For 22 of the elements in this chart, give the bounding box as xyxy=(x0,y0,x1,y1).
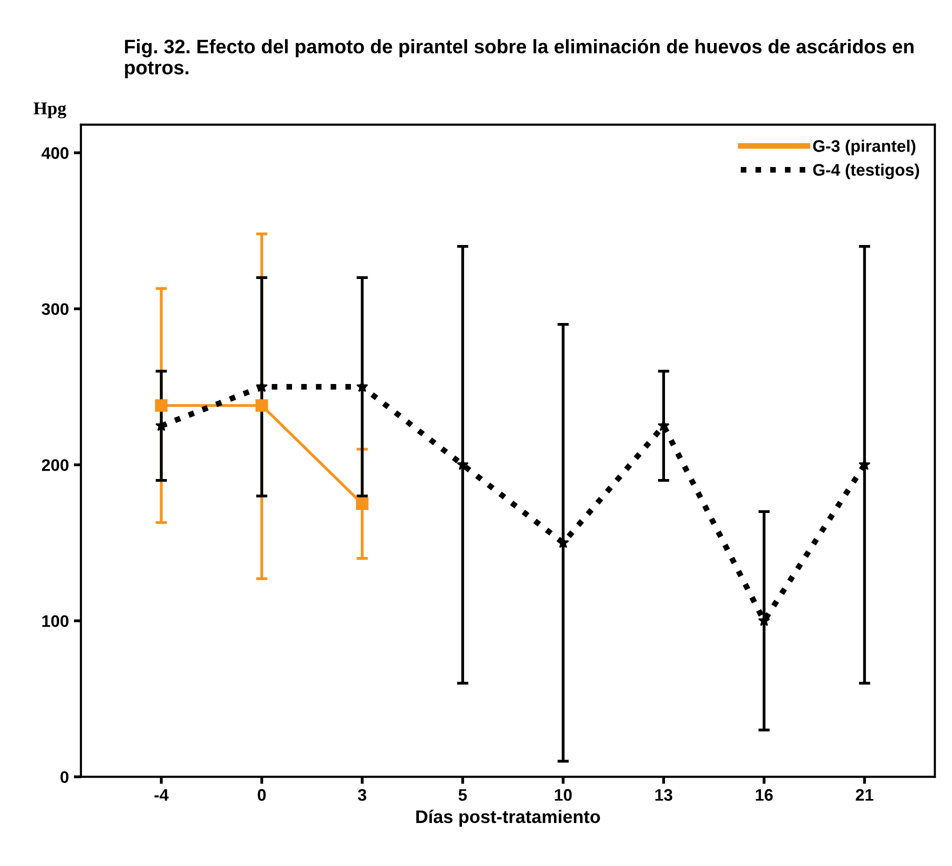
x-tick-label: 0 xyxy=(258,789,266,801)
x-tick-label: -4 xyxy=(154,789,169,801)
y-tick-label: 0 xyxy=(60,771,68,784)
y-axis-title: Hpg xyxy=(34,102,66,118)
y-tick-label: 300 xyxy=(42,303,68,316)
legend-label: G-4 (testigos) xyxy=(813,164,920,180)
y-tick-label: 400 xyxy=(42,147,68,159)
x-tick-label: 10 xyxy=(554,789,572,801)
y-tick-label: 100 xyxy=(42,615,68,627)
x-tick-label: 5 xyxy=(458,789,467,801)
legend-label: G-3 (pirantel) xyxy=(813,140,916,156)
chart-title: Fig. 32. Efecto del pamoto de pirantel sobre la eliminación de huevos de ascáridos en potros. xyxy=(125,38,914,78)
y-tick-label: 200 xyxy=(42,459,68,471)
point xyxy=(356,498,368,510)
point xyxy=(256,399,268,412)
x-tick-label: 16 xyxy=(756,789,773,801)
point xyxy=(155,399,168,412)
x-tick-label: 13 xyxy=(655,789,672,801)
x-axis-title: Días post-tratamiento xyxy=(416,810,600,827)
point xyxy=(858,458,871,470)
x-tick-label: 3 xyxy=(358,789,366,801)
x-tick-label: 21 xyxy=(856,789,874,801)
